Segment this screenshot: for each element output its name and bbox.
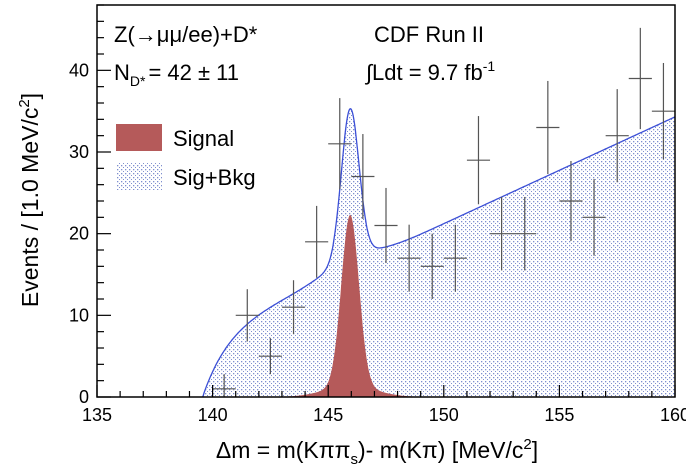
data-point [420,233,444,299]
y-axis-label: Events / [1.0 MeV/c2] [16,93,43,307]
luminosity-label: ∫Ldt = 9.7 fb-1 [364,58,495,85]
ticks-layer: 135 140 145 150 155 160 0 10 20 30 40 [69,4,686,425]
data-point [397,224,421,292]
data-point [328,98,352,190]
legend-signal-swatch [116,124,162,151]
sig-bkg-line [202,107,676,398]
experiment-label: CDF Run II [374,22,484,47]
x-tick-label: 145 [313,405,343,425]
y-tick-label: 0 [79,387,89,407]
yield-n: N [114,60,130,85]
data-point [582,178,606,256]
process-label: Z(→μμ/ee)+D* [114,22,258,47]
xlabel-subscript: s [351,451,359,468]
yield-label: ND* = 42 ± 11 [114,60,239,89]
xlabel-superscript: 2 [523,436,531,453]
data-point [281,280,306,335]
data-point [513,196,537,271]
x-tick-label: 155 [544,405,574,425]
data-point [466,116,491,205]
lumi-superscript: -1 [483,58,496,74]
data-point [651,62,675,160]
xlabel-rest: )- m(Kπ) [MeV/c [358,437,523,463]
ylabel-superscript: 2 [16,99,33,107]
x-tick-label: 160 [660,405,686,425]
x-tick-label: 140 [198,405,228,425]
sig-bkg-area [202,108,675,397]
data-point [536,80,560,175]
x-tick-label: 135 [82,405,112,425]
yield-value: = 42 ± 11 [148,60,239,85]
x-axis-label: Δm = m(Kππs)- m(Kπ) [MeV/c2] [216,436,538,468]
legend-sigbkg-swatch [116,163,162,190]
data-points-layer [212,27,675,397]
data-point [235,289,259,342]
data-point [490,196,514,271]
data-point [351,134,375,219]
data-point [605,89,629,183]
y-tick-label: 30 [69,142,89,162]
sig-bkg-fill-layer [202,108,675,397]
xlabel-end: ] [532,437,538,463]
legend-sigbkg-label: Sig+Bkg [173,165,256,190]
legend-signal-label: Signal [173,126,234,151]
data-point [443,224,467,292]
data-point [559,160,583,242]
data-point [305,205,329,278]
y-tick-label: 10 [69,305,89,325]
y-tick-label: 40 [69,60,89,80]
data-point [212,374,236,397]
sig-bkg-line-layer [202,107,676,398]
x-tick-label: 150 [429,405,459,425]
ylabel-end: ] [17,93,43,99]
ylabel-main: Events / [1.0 MeV/c [17,108,43,307]
legend: Signal Sig+Bkg [116,124,256,190]
data-point [374,187,398,264]
y-tick-label: 20 [69,224,89,244]
xlabel-main: Δm = m(Kππ [216,437,351,463]
data-point [258,338,282,375]
yield-subscript: D* [130,73,146,89]
lumi-main: ∫Ldt = 9.7 fb [364,60,483,85]
data-point [628,27,652,130]
